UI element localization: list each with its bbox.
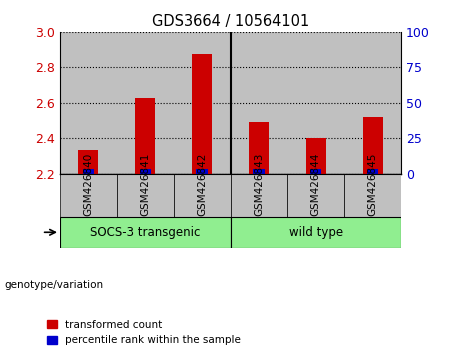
Text: GSM426843: GSM426843: [254, 153, 264, 216]
Bar: [78, 150, 98, 174]
Bar: [83, 170, 94, 174]
Bar: [117, 32, 174, 174]
Bar: [60, 174, 117, 217]
Bar: [140, 170, 151, 174]
Text: genotype/variation: genotype/variation: [5, 280, 104, 290]
Bar: [192, 54, 212, 174]
Bar: [60, 32, 117, 174]
Bar: [230, 174, 287, 217]
Title: GDS3664 / 10564101: GDS3664 / 10564101: [152, 14, 309, 29]
Bar: [253, 170, 265, 174]
Bar: [287, 32, 344, 174]
Bar: [344, 32, 401, 174]
Bar: [230, 32, 287, 174]
Text: GSM426844: GSM426844: [311, 153, 321, 216]
Bar: [249, 122, 269, 174]
Bar: [135, 98, 155, 174]
Text: wild type: wild type: [289, 226, 343, 239]
Text: GSM426841: GSM426841: [140, 153, 150, 216]
Bar: [363, 117, 383, 174]
Text: GSM426845: GSM426845: [367, 153, 378, 216]
Bar: [344, 174, 401, 217]
Text: GSM426840: GSM426840: [83, 153, 94, 216]
Bar: [174, 32, 230, 174]
Bar: [60, 217, 230, 248]
Legend: transformed count, percentile rank within the sample: transformed count, percentile rank withi…: [47, 320, 241, 345]
Bar: [117, 174, 174, 217]
Text: GSM426842: GSM426842: [197, 153, 207, 216]
Bar: [174, 174, 230, 217]
Bar: [367, 170, 378, 174]
Bar: [196, 170, 208, 174]
Bar: [287, 174, 344, 217]
Bar: [230, 217, 401, 248]
Bar: [310, 170, 321, 174]
Text: SOCS-3 transgenic: SOCS-3 transgenic: [90, 226, 201, 239]
Bar: [306, 138, 326, 174]
